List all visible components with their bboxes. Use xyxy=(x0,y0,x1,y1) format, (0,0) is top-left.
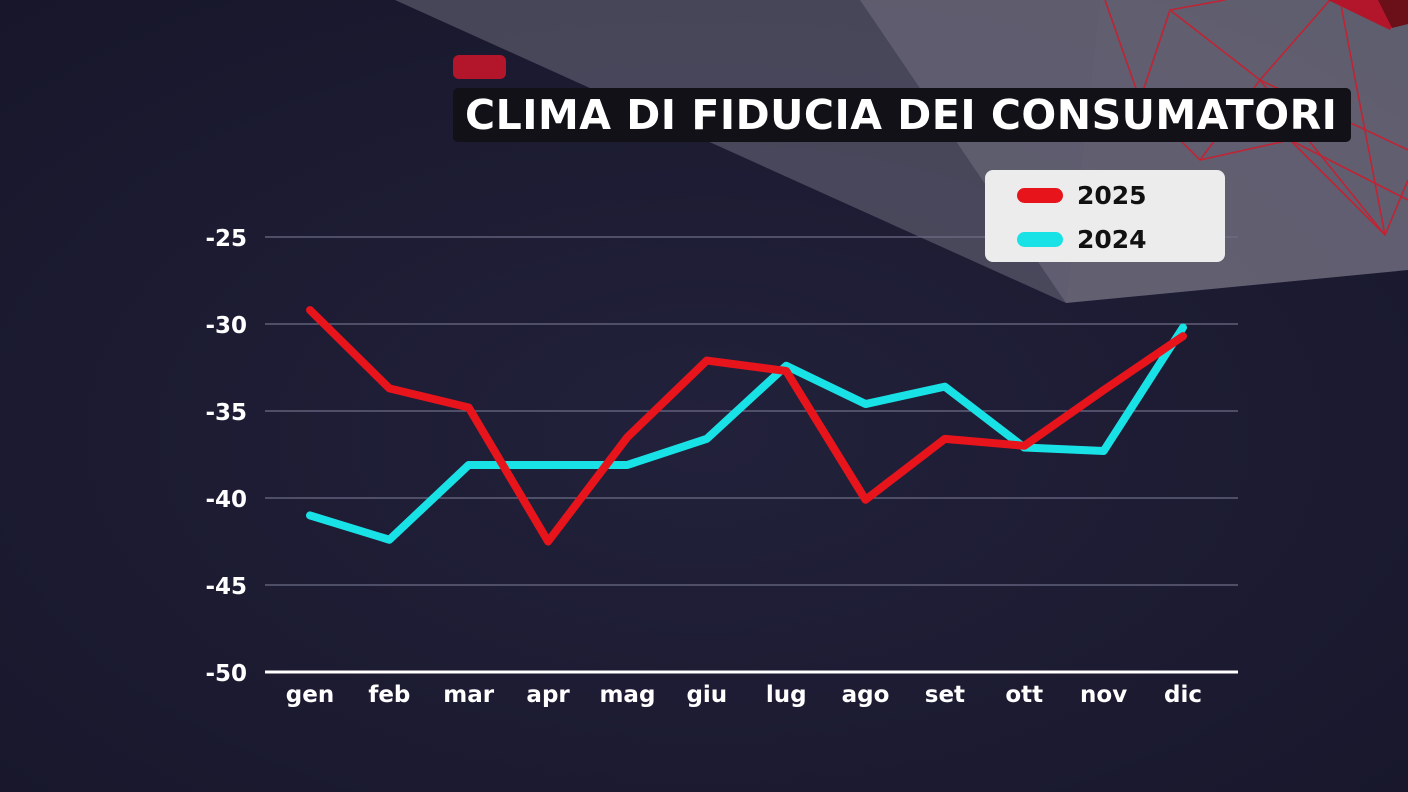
legend-item-2024: 2024 xyxy=(1017,224,1147,254)
data-point-2025-giu xyxy=(705,359,708,362)
data-point-2025-dic xyxy=(1182,335,1185,338)
data-point-2025-feb xyxy=(388,387,391,390)
data-point-2025-mar xyxy=(467,406,470,409)
x-tick-label-giu: giu xyxy=(686,682,727,708)
x-tick-label-dic: dic xyxy=(1164,682,1202,708)
data-point-2024-feb xyxy=(388,538,391,541)
series-line-2025 xyxy=(306,306,1187,546)
chart-title: CLIMA DI FIDUCIA DEI CONSUMATORI xyxy=(453,88,1352,142)
x-tick-label-mar: mar xyxy=(443,682,494,708)
data-point-2024-nov xyxy=(1102,450,1105,453)
data-point-2025-set xyxy=(943,437,946,440)
data-point-2024-mar xyxy=(467,463,470,466)
y-tick-label: -40 xyxy=(205,487,247,513)
x-tick-label-gen: gen xyxy=(286,682,334,708)
y-tick-label: -30 xyxy=(205,313,247,339)
data-point-2025-ago xyxy=(864,498,867,501)
legend-label-2025: 2025 xyxy=(1077,180,1147,210)
legend: 2025 2024 xyxy=(985,170,1225,262)
y-axis-ticks: -25 -30 -35 -40 -45 -50 xyxy=(205,226,247,687)
data-point-2024-set xyxy=(943,385,946,388)
x-tick-label-ott: ott xyxy=(1005,682,1043,708)
legend-item-2025: 2025 xyxy=(1017,180,1147,210)
data-point-2025-nov xyxy=(1102,389,1105,392)
data-point-2025-ott xyxy=(1023,444,1026,447)
x-tick-label-lug: lug xyxy=(766,682,807,708)
series-layer xyxy=(306,306,1187,546)
x-tick-label-mag: mag xyxy=(599,682,655,708)
data-point-2024-apr xyxy=(547,463,550,466)
x-tick-label-ago: ago xyxy=(842,682,890,708)
data-point-2025-mag xyxy=(626,436,629,439)
x-tick-label-feb: feb xyxy=(368,682,410,708)
series-line-2024 xyxy=(306,323,1187,544)
data-point-2024-dic xyxy=(1182,326,1185,329)
x-tick-label-set: set xyxy=(925,682,965,708)
y-tick-label: -45 xyxy=(205,574,247,600)
x-tick-label-nov: nov xyxy=(1080,682,1127,708)
x-axis-ticks: gen feb mar apr mag giu lug ago set ott nov dic xyxy=(286,682,1202,708)
data-point-2024-ago xyxy=(864,403,867,406)
legend-swatch-2024 xyxy=(1017,231,1063,247)
title-accent-bar xyxy=(453,55,506,79)
y-tick-label: -25 xyxy=(205,226,247,252)
data-point-2024-gen xyxy=(309,514,312,517)
legend-label-2024: 2024 xyxy=(1077,224,1147,254)
x-tick-label-apr: apr xyxy=(526,682,570,708)
y-tick-label: -35 xyxy=(205,400,247,426)
data-point-2025-gen xyxy=(309,309,312,312)
y-tick-label: -50 xyxy=(205,661,247,687)
legend-swatch-2025 xyxy=(1017,187,1063,203)
data-point-2025-lug xyxy=(785,369,788,372)
data-point-2024-giu xyxy=(705,437,708,440)
data-point-2024-mag xyxy=(626,463,629,466)
data-point-2025-apr xyxy=(547,540,550,543)
